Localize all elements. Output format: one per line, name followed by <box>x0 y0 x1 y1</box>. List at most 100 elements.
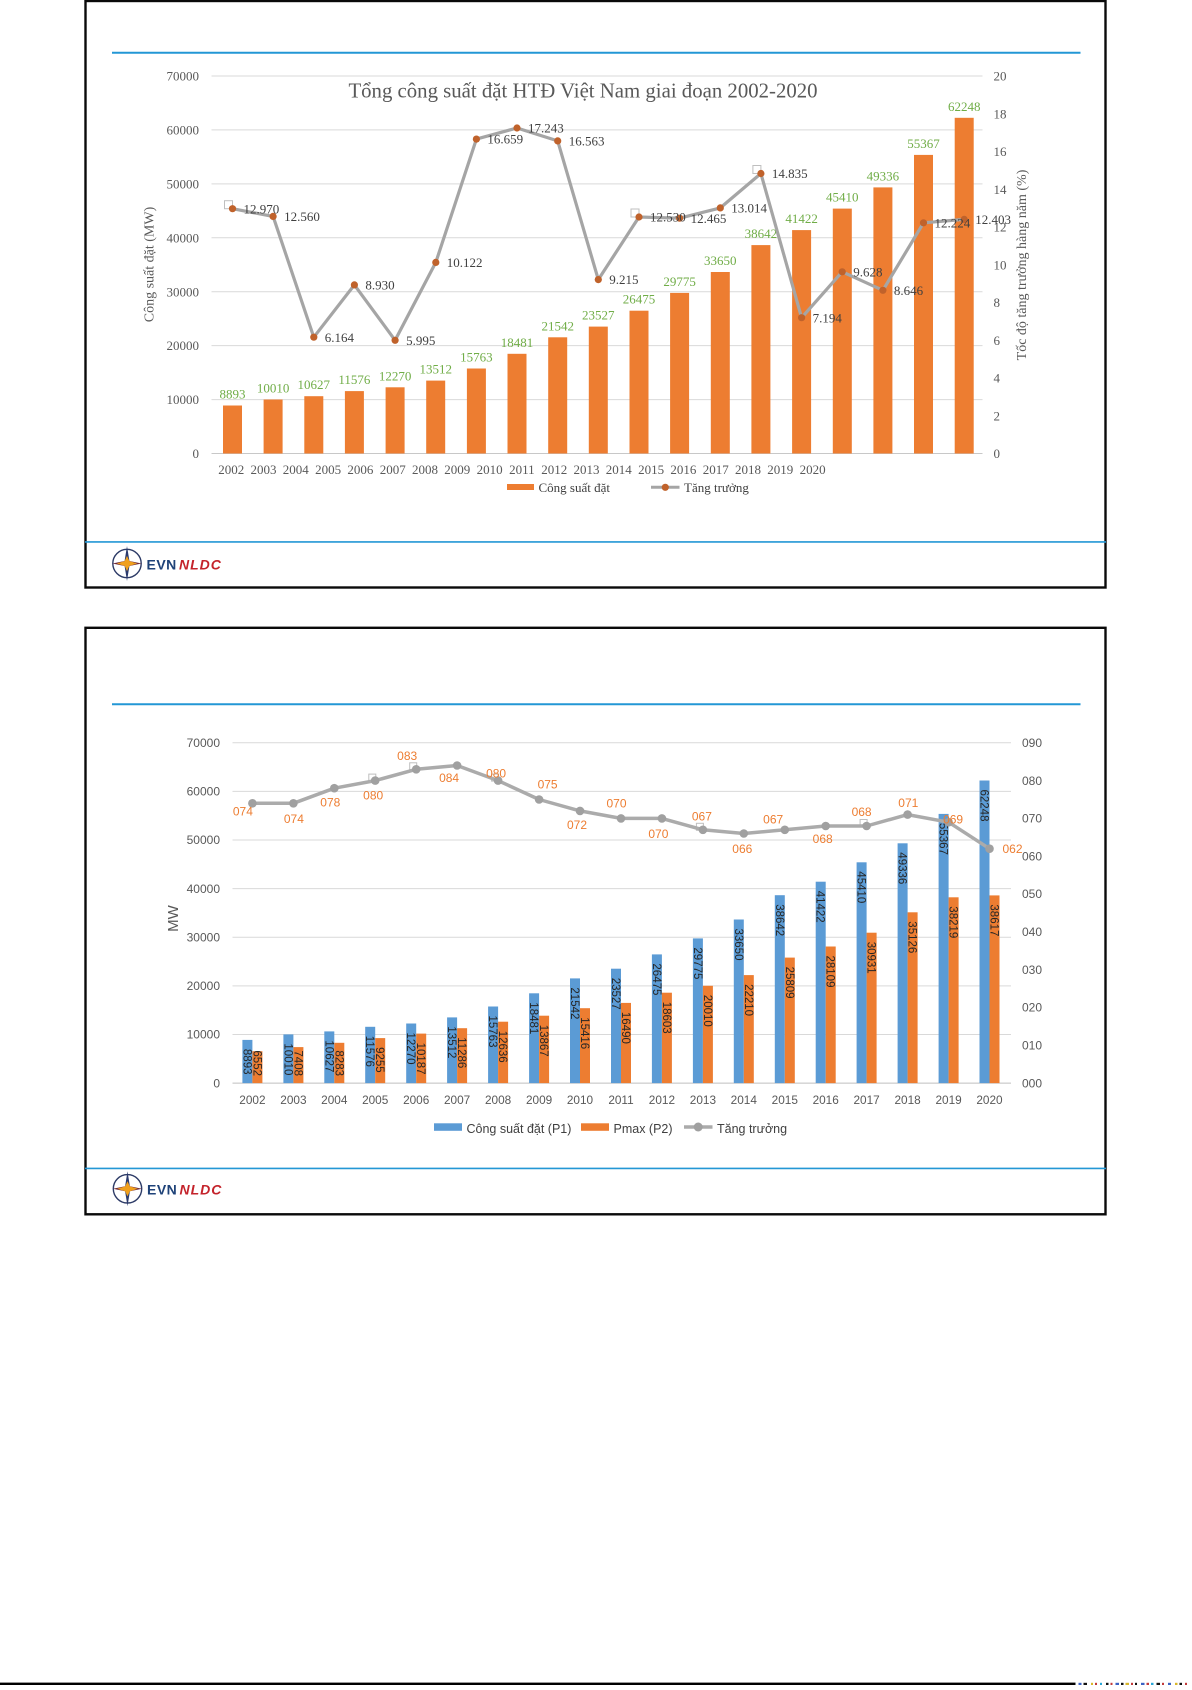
svg-text:070: 070 <box>606 797 626 811</box>
svg-text:11576: 11576 <box>338 372 371 387</box>
svg-text:5.995: 5.995 <box>406 333 435 348</box>
svg-text:2004: 2004 <box>283 462 310 477</box>
svg-text:2019: 2019 <box>935 1093 961 1107</box>
svg-text:NLDC: NLDC <box>179 556 222 572</box>
svg-text:11286: 11286 <box>455 1037 467 1068</box>
svg-text:35126: 35126 <box>906 921 918 953</box>
svg-text:30931: 30931 <box>865 942 877 974</box>
svg-text:18603: 18603 <box>660 1002 672 1034</box>
svg-text:068: 068 <box>813 832 833 846</box>
svg-text:13512: 13512 <box>420 362 453 377</box>
svg-text:20000: 20000 <box>167 338 200 353</box>
svg-text:080: 080 <box>363 788 383 802</box>
svg-text:2007: 2007 <box>444 1093 470 1107</box>
svg-text:2005: 2005 <box>315 462 341 477</box>
svg-text:2017: 2017 <box>853 1093 879 1107</box>
svg-text:2014: 2014 <box>731 1093 758 1107</box>
svg-text:13.014: 13.014 <box>731 201 767 216</box>
svg-text:62248: 62248 <box>978 790 990 822</box>
svg-text:2019: 2019 <box>767 462 793 477</box>
svg-text:12.560: 12.560 <box>284 209 320 224</box>
svg-text:18481: 18481 <box>527 1002 539 1034</box>
svg-text:41422: 41422 <box>814 891 826 923</box>
svg-text:12.530: 12.530 <box>650 210 686 225</box>
svg-text:12.403: 12.403 <box>975 212 1011 227</box>
svg-text:50000: 50000 <box>187 833 221 847</box>
svg-text:49336: 49336 <box>867 168 900 183</box>
svg-text:55367: 55367 <box>937 823 949 855</box>
svg-text:29775: 29775 <box>663 274 696 289</box>
svg-text:060: 060 <box>1022 849 1042 863</box>
svg-text:6552: 6552 <box>250 1050 262 1076</box>
svg-text:080: 080 <box>1022 774 1042 788</box>
svg-text:38642: 38642 <box>745 226 778 241</box>
svg-text:10: 10 <box>994 257 1007 272</box>
svg-text:10010: 10010 <box>257 381 290 396</box>
svg-text:15416: 15416 <box>578 1017 590 1049</box>
svg-text:030: 030 <box>1022 963 1042 977</box>
svg-text:074: 074 <box>233 805 253 819</box>
svg-text:2020: 2020 <box>800 462 826 477</box>
svg-text:0: 0 <box>193 446 200 461</box>
svg-text:16490: 16490 <box>619 1012 631 1044</box>
svg-text:14: 14 <box>994 182 1008 197</box>
svg-text:2016: 2016 <box>670 462 697 477</box>
svg-text:2013: 2013 <box>690 1093 717 1107</box>
svg-text:12: 12 <box>994 220 1007 235</box>
svg-text:15763: 15763 <box>460 350 493 365</box>
svg-text:2015: 2015 <box>638 462 664 477</box>
svg-text:080: 080 <box>486 766 506 780</box>
svg-text:8.930: 8.930 <box>365 278 394 293</box>
svg-text:2009: 2009 <box>526 1093 552 1107</box>
svg-text:20010: 20010 <box>701 995 713 1027</box>
svg-text:10.122: 10.122 <box>447 255 483 270</box>
svg-text:Tốc độ tăng trưởng hàng năm (%: Tốc độ tăng trưởng hàng năm (%) <box>1015 169 1030 360</box>
svg-text:8893: 8893 <box>240 1049 252 1075</box>
svg-text:62248: 62248 <box>948 99 981 114</box>
svg-text:9.215: 9.215 <box>609 272 638 287</box>
svg-text:9.628: 9.628 <box>853 264 882 279</box>
svg-text:2011: 2011 <box>608 1093 633 1107</box>
svg-text:069: 069 <box>943 812 963 826</box>
svg-text:2014: 2014 <box>606 462 633 477</box>
svg-text:2016: 2016 <box>813 1093 840 1107</box>
svg-text:2007: 2007 <box>380 462 407 477</box>
svg-text:18481: 18481 <box>501 335 534 350</box>
svg-text:071: 071 <box>898 796 918 810</box>
svg-text:050: 050 <box>1022 887 1042 901</box>
svg-text:45410: 45410 <box>826 190 859 205</box>
svg-text:2012: 2012 <box>649 1093 675 1107</box>
svg-text:2006: 2006 <box>347 462 374 477</box>
svg-text:38219: 38219 <box>947 906 959 938</box>
svg-text:EVN: EVN <box>147 556 177 572</box>
svg-text:090: 090 <box>1022 736 1042 750</box>
svg-text:2002: 2002 <box>218 462 244 477</box>
svg-text:15763: 15763 <box>486 1016 498 1048</box>
svg-text:2017: 2017 <box>703 462 730 477</box>
svg-text:2002: 2002 <box>239 1093 265 1107</box>
svg-text:38617: 38617 <box>988 904 1000 936</box>
svg-text:Pmax (P2): Pmax (P2) <box>614 1122 673 1136</box>
svg-text:2010: 2010 <box>477 462 503 477</box>
svg-text:067: 067 <box>692 810 712 824</box>
svg-text:2005: 2005 <box>362 1093 389 1107</box>
svg-text:070: 070 <box>1022 812 1042 826</box>
svg-text:8.646: 8.646 <box>894 283 924 298</box>
svg-text:12.465: 12.465 <box>691 211 727 226</box>
svg-text:60000: 60000 <box>187 785 221 799</box>
svg-text:25809: 25809 <box>783 967 795 999</box>
svg-text:41422: 41422 <box>785 211 818 226</box>
svg-text:30000: 30000 <box>187 931 221 945</box>
svg-text:16: 16 <box>994 144 1008 159</box>
svg-text:2010: 2010 <box>567 1093 594 1107</box>
svg-text:8: 8 <box>994 295 1001 310</box>
svg-text:2015: 2015 <box>772 1093 799 1107</box>
svg-text:60000: 60000 <box>167 123 200 138</box>
svg-text:50000: 50000 <box>167 177 200 192</box>
svg-text:21542: 21542 <box>541 318 574 333</box>
svg-text:2012: 2012 <box>541 462 567 477</box>
svg-text:2018: 2018 <box>894 1093 921 1107</box>
svg-text:40000: 40000 <box>187 882 221 896</box>
svg-text:020: 020 <box>1022 1001 1042 1015</box>
svg-text:2: 2 <box>994 408 1001 423</box>
